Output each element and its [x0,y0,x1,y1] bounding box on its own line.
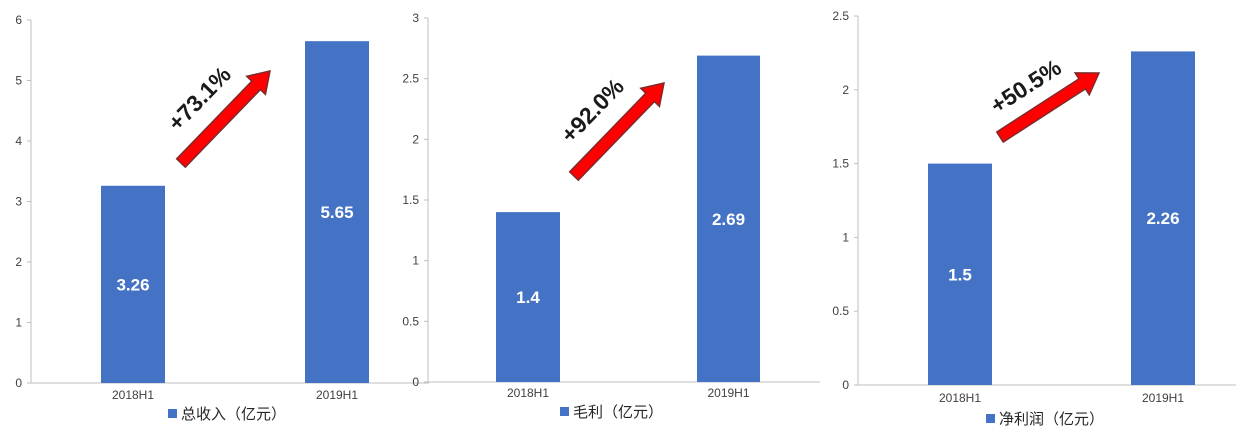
y-tick-label: 3 [412,11,419,25]
x-category-label: 2018H1 [939,391,981,405]
bar [1131,51,1195,385]
bar [928,163,992,385]
bar-value-label: 3.26 [116,275,149,294]
arrow-shape [995,72,1101,144]
x-category-label: 2019H1 [1142,391,1184,405]
legend-label: 毛利（亿元） [573,404,663,421]
bar-value-label: 2.26 [1146,209,1179,228]
y-tick-label: 1 [842,230,849,244]
y-tick-label: 4 [15,134,22,148]
y-tick-label: 2.5 [832,9,849,23]
y-tick-label: 2 [15,255,22,269]
bar [305,41,369,384]
y-tick-label: 5 [15,74,22,88]
bar [496,212,560,382]
y-tick-label: 2 [412,132,419,146]
legend-label: 总收入（亿元） [181,406,286,423]
legend-swatch [986,414,995,423]
bar [101,185,165,383]
x-category-label: 2019H1 [707,386,749,400]
bar [697,55,760,382]
y-tick-label: 1 [412,254,419,268]
arrow-shape [568,82,665,182]
y-tick-label: 1 [15,316,22,330]
y-tick-label: 3 [15,195,22,209]
bar-value-label: 1.5 [948,265,972,284]
y-tick-label: 0 [412,375,419,389]
bar-value-label: 5.65 [320,203,353,222]
y-tick-label: 2.5 [402,72,419,86]
legend-swatch [168,409,177,418]
y-tick-label: 0 [842,378,849,392]
x-category-label: 2018H1 [507,386,549,400]
y-tick-label: 6 [15,13,22,27]
chart-2: 00.511.522.531.42018H12.692019H1+92.0%毛利… [402,11,820,421]
y-tick-label: 0 [15,376,22,390]
y-tick-label: 1.5 [832,157,849,171]
legend-swatch [560,407,569,416]
growth-arrow [568,82,665,182]
chart-3: 00.511.522.51.52018H12.262019H1+50.5%净利润… [832,9,1236,428]
y-tick-label: 1.5 [402,193,419,207]
growth-arrow [995,72,1101,144]
y-tick-label: 2 [842,83,849,97]
bar-value-label: 2.69 [712,210,745,229]
arrow-shape [175,70,271,169]
legend-label: 净利润（亿元） [999,411,1104,428]
x-category-label: 2018H1 [112,388,154,402]
bar-value-label: 1.4 [516,288,540,307]
y-tick-label: 0.5 [402,314,419,328]
y-tick-label: 0.5 [832,304,849,318]
growth-arrow [175,70,271,169]
x-category-label: 2019H1 [316,388,358,402]
